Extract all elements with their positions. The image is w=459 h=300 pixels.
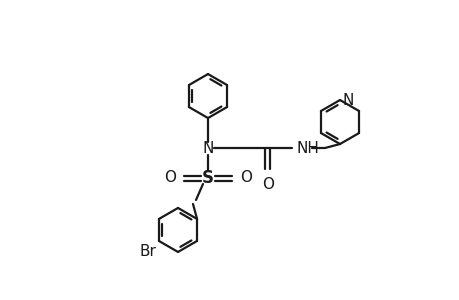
Text: N: N	[342, 92, 353, 107]
Text: O: O	[240, 170, 252, 185]
Text: N: N	[202, 140, 213, 155]
Text: NH: NH	[297, 140, 319, 155]
Text: S: S	[202, 169, 213, 187]
Text: O: O	[262, 177, 274, 192]
Text: Br: Br	[139, 244, 156, 259]
Text: O: O	[164, 170, 176, 185]
